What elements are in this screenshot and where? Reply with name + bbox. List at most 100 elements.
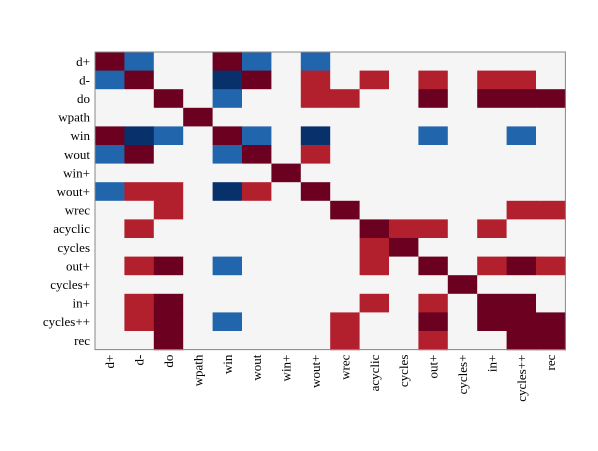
- heatmap-cell-cycles+-rec: [536, 275, 566, 295]
- heatmap-cell-wout+-wout+: [300, 182, 331, 202]
- heatmap-cell-d--d+: [95, 70, 125, 90]
- heatmap-cell-cycles-wpath: [183, 238, 214, 258]
- heatmap-cell-d--cycles: [389, 70, 419, 90]
- heatmap-cell-cycles+-cycles: [389, 275, 419, 295]
- heatmap-cell-do-acyclic: [359, 89, 390, 109]
- heatmap-cell-do-win: [212, 89, 243, 109]
- heatmap-cell-win-d+: [95, 126, 125, 146]
- heatmap-cell-acyclic-d-: [124, 219, 155, 239]
- heatmap-cell-wrec-cycles+: [447, 200, 478, 220]
- y-tick-label: win+: [63, 165, 90, 180]
- heatmap-cell-wrec-win+: [271, 200, 302, 220]
- y-tick-label: do: [77, 91, 90, 106]
- heatmap-cell-d--wout: [242, 70, 272, 90]
- heatmap-cell-wout-cycles++: [506, 145, 537, 165]
- heatmap-cell-wout+-win+: [271, 182, 302, 202]
- heatmap-cell-d+-wout: [242, 52, 272, 72]
- heatmap-cell-d+-do: [153, 52, 184, 72]
- heatmap-cell-wout+-cycles+: [447, 182, 478, 202]
- heatmap-cell-win+-do: [153, 163, 184, 183]
- heatmap-cell-wout-wout: [242, 145, 272, 165]
- heatmap-cell-cycles-out+: [418, 238, 449, 258]
- heatmap-cell-d+-cycles++: [506, 52, 537, 72]
- heatmap-cell-acyclic-win: [212, 219, 243, 239]
- heatmap-cell-rec-cycles++: [506, 331, 537, 351]
- heatmap-cell-win+-in+: [477, 163, 508, 183]
- heatmap-cell-d+-out+: [418, 52, 449, 72]
- heatmap-cell-do-cycles+: [447, 89, 478, 109]
- heatmap-cell-wrec-wrec: [330, 200, 361, 220]
- heatmap-cell-wpath-cycles+: [447, 107, 478, 127]
- heatmap-cell-d--win: [212, 70, 243, 90]
- heatmap-cell-wrec-in+: [477, 200, 508, 220]
- heatmap-cell-cycles-cycles+: [447, 238, 478, 258]
- heatmap-cell-wpath-rec: [536, 107, 566, 127]
- plot-frame: [94, 51, 566, 351]
- heatmap-cell-cycles+-win: [212, 275, 243, 295]
- x-tick-label: d-: [132, 355, 147, 366]
- heatmap-cell-acyclic-wpath: [183, 219, 214, 239]
- heatmap-cell-rec-wrec: [330, 331, 361, 351]
- heatmap-cell-d--wout+: [300, 70, 331, 90]
- heatmap-cell-wout+-out+: [418, 182, 449, 202]
- heatmap-cells: [95, 52, 566, 351]
- y-tick-label: win: [71, 128, 91, 143]
- heatmap-cell-do-out+: [418, 89, 449, 109]
- heatmap-cell-win+-cycles++: [506, 163, 537, 183]
- heatmap-cell-do-cycles++: [506, 89, 537, 109]
- x-tick-label: wpath: [190, 354, 205, 386]
- heatmap-cell-wout+-wrec: [330, 182, 361, 202]
- heatmap-cell-do-wpath: [183, 89, 214, 109]
- heatmap-cell-wout-win+: [271, 145, 302, 165]
- x-tick-label: win: [220, 354, 235, 374]
- heatmap-cell-in+-acyclic: [359, 293, 390, 313]
- heatmap-cell-win-win+: [271, 126, 302, 146]
- heatmap-cell-cycles-wout+: [300, 238, 331, 258]
- heatmap-cell-win+-d+: [95, 163, 125, 183]
- heatmap-cell-d+-wout+: [300, 52, 331, 72]
- heatmap-cell-wpath-wpath: [183, 107, 214, 127]
- heatmap-cell-out+-in+: [477, 256, 508, 276]
- heatmap-cell-in+-wout: [242, 293, 272, 313]
- heatmap-cell-wpath-wrec: [330, 107, 361, 127]
- heatmap-cell-wout-wpath: [183, 145, 214, 165]
- heatmap-cell-cycles-rec: [536, 238, 566, 258]
- y-tick-label: rec: [74, 333, 90, 348]
- heatmap-cell-acyclic-do: [153, 219, 184, 239]
- heatmap-cell-cycles++-wout+: [300, 312, 331, 332]
- heatmap-cell-cycles+-cycles+: [447, 275, 478, 295]
- heatmap-cell-win+-win+: [271, 163, 302, 183]
- heatmap-cell-win+-out+: [418, 163, 449, 183]
- heatmap-cell-in+-in+: [477, 293, 508, 313]
- heatmap-cell-cycles+-do: [153, 275, 184, 295]
- heatmap-cell-do-wout: [242, 89, 272, 109]
- heatmap-cell-wrec-rec: [536, 200, 566, 220]
- heatmap-cell-win-cycles+: [447, 126, 478, 146]
- heatmap-cell-cycles+-wout+: [300, 275, 331, 295]
- heatmap-cell-d--wpath: [183, 70, 214, 90]
- heatmap-cell-d--do: [153, 70, 184, 90]
- heatmap-cell-win+-wout+: [300, 163, 331, 183]
- heatmap-cell-acyclic-wout+: [300, 219, 331, 239]
- y-tick-label: wout+: [57, 184, 90, 199]
- heatmap-cell-cycles+-wout: [242, 275, 272, 295]
- heatmap-cell-wrec-acyclic: [359, 200, 390, 220]
- heatmap-cell-d+-cycles: [389, 52, 419, 72]
- heatmap-cell-rec-rec: [536, 331, 566, 351]
- heatmap-cell-win+-acyclic: [359, 163, 390, 183]
- heatmap-cell-win-wout+: [300, 126, 331, 146]
- heatmap-cell-wpath-wout: [242, 107, 272, 127]
- heatmap-cell-wpath-win+: [271, 107, 302, 127]
- heatmap-cell-cycles-d+: [95, 238, 125, 258]
- heatmap-cell-in+-win+: [271, 293, 302, 313]
- x-tick-labels: d+ d-do wpath win wout win+ wout+ wrec acyclic cy…: [102, 354, 558, 402]
- heatmap-cell-cycles++-acyclic: [359, 312, 390, 332]
- heatmap-cell-wrec-cycles++: [506, 200, 537, 220]
- heatmap-cell-do-rec: [536, 89, 566, 109]
- heatmap-cell-out+-d-: [124, 256, 155, 276]
- heatmap-cell-wout+-cycles: [389, 182, 419, 202]
- heatmap-cell-cycles++-cycles: [389, 312, 419, 332]
- heatmap-cell-win+-cycles+: [447, 163, 478, 183]
- heatmap-cell-win-win: [212, 126, 243, 146]
